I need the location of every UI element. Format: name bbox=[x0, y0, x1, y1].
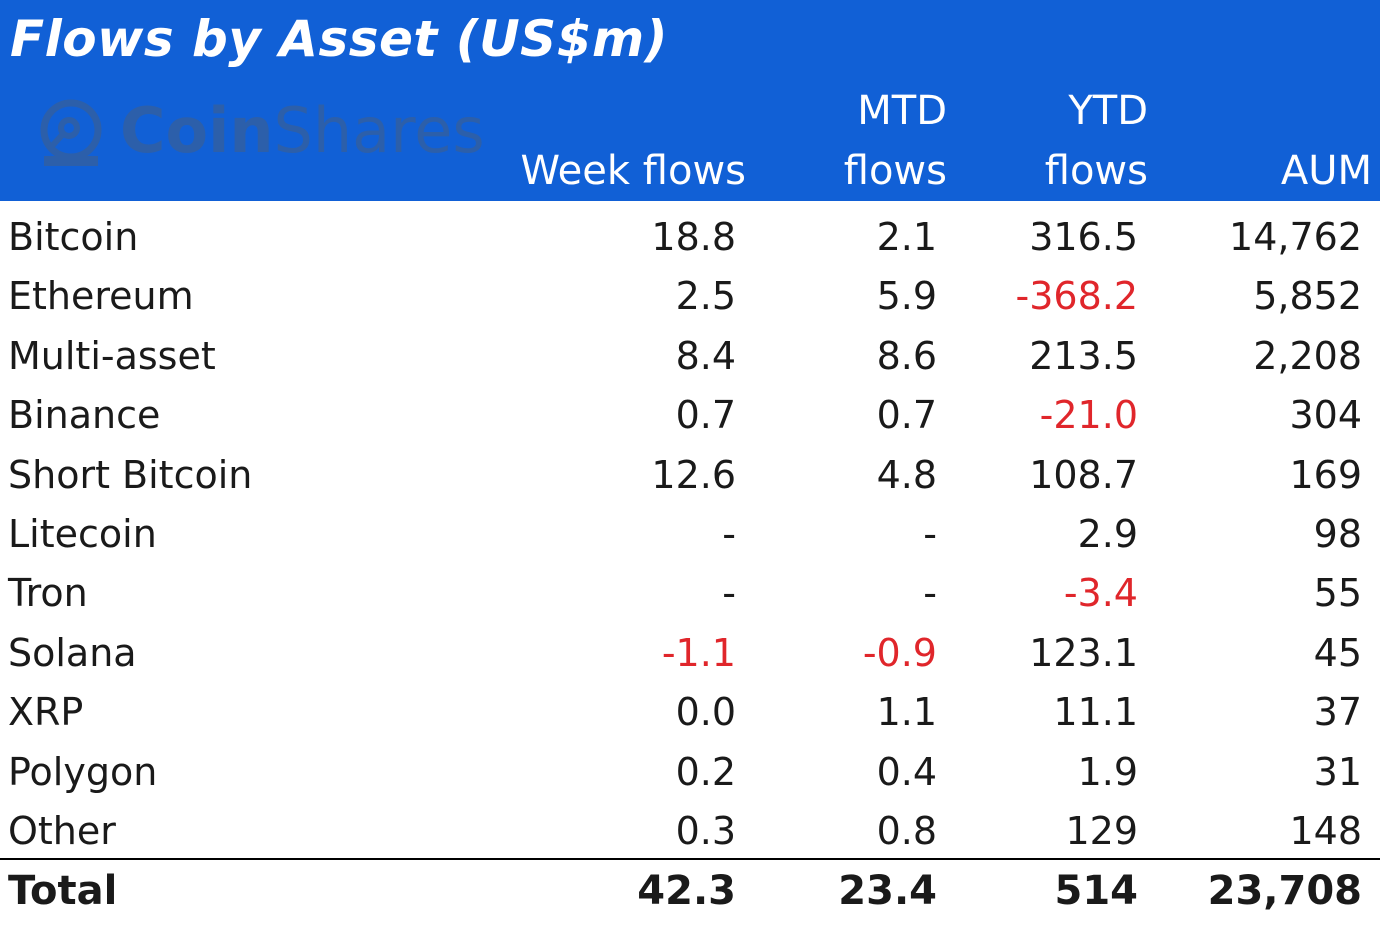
mtd-flows-cell: 0.7 bbox=[876, 393, 937, 438]
asset-name: Bitcoin bbox=[8, 215, 139, 259]
mtd-flows-cell: 4.8 bbox=[876, 452, 937, 497]
ytd-flows-cell: 1.9 bbox=[1077, 749, 1138, 794]
total-ytd-flows-cell: 514 bbox=[1054, 868, 1139, 914]
ytd-flows-cell: 11.1 bbox=[1053, 690, 1138, 735]
coinshares-logo-text: CoinShares bbox=[120, 94, 485, 167]
table-row: Other 0.3 0.8 129 148 bbox=[0, 802, 1380, 861]
week-flows-cell: -1.1 bbox=[661, 630, 736, 675]
week-flows-cell: - bbox=[722, 571, 736, 616]
column-header-mtd-line2: flows bbox=[843, 148, 947, 194]
column-header-week-flows: Week flows bbox=[520, 148, 746, 194]
asset-name: Multi-asset bbox=[8, 333, 216, 378]
mtd-flows-cell: 0.4 bbox=[876, 749, 937, 794]
aum-cell: 2,208 bbox=[1253, 333, 1362, 378]
ytd-flows-cell: -368.2 bbox=[1015, 274, 1139, 319]
column-header-ytd-line1: YTD bbox=[1068, 88, 1148, 134]
week-flows-cell: 18.8 bbox=[651, 215, 736, 259]
table-row: XRP 0.0 1.1 11.1 37 bbox=[0, 683, 1380, 742]
mtd-flows-cell: -0.9 bbox=[862, 630, 937, 675]
aum-cell: 14,762 bbox=[1229, 215, 1362, 259]
total-aum-cell: 23,708 bbox=[1207, 868, 1362, 914]
asset-name: Short Bitcoin bbox=[8, 452, 253, 497]
week-flows-cell: 2.5 bbox=[675, 274, 736, 319]
asset-name: XRP bbox=[8, 690, 84, 735]
ytd-flows-cell: -3.4 bbox=[1063, 571, 1138, 616]
aum-cell: 37 bbox=[1313, 690, 1362, 735]
table-row: Litecoin - - 2.9 98 bbox=[0, 505, 1380, 564]
table-row: Short Bitcoin 12.6 4.8 108.7 169 bbox=[0, 446, 1380, 505]
aum-cell: 45 bbox=[1313, 630, 1362, 675]
aum-cell: 169 bbox=[1289, 452, 1362, 497]
ytd-flows-cell: 2.9 bbox=[1077, 512, 1138, 556]
table-row: Bitcoin 18.8 2.1 316.5 14,762 bbox=[0, 208, 1380, 267]
coinshares-logo-icon bbox=[40, 99, 102, 166]
week-flows-cell: 8.4 bbox=[675, 333, 736, 378]
asset-name: Other bbox=[8, 809, 116, 853]
aum-cell: 148 bbox=[1289, 809, 1362, 853]
aum-cell: 55 bbox=[1313, 571, 1362, 616]
mtd-flows-cell: 5.9 bbox=[876, 274, 937, 319]
asset-name: Polygon bbox=[8, 749, 158, 794]
week-flows-cell: 0.2 bbox=[675, 749, 736, 794]
week-flows-cell: 12.6 bbox=[651, 452, 736, 497]
week-flows-cell: 0.3 bbox=[675, 809, 736, 853]
table-row: Multi-asset 8.4 8.6 213.5 2,208 bbox=[0, 327, 1380, 386]
table-row: Tron - - -3.4 55 bbox=[0, 564, 1380, 623]
aum-cell: 31 bbox=[1313, 749, 1362, 794]
ytd-flows-cell: 129 bbox=[1065, 809, 1138, 853]
table-row: Ethereum 2.5 5.9 -368.2 5,852 bbox=[0, 267, 1380, 326]
total-asset-name: Total bbox=[8, 868, 118, 914]
ytd-flows-cell: 316.5 bbox=[1029, 215, 1138, 259]
table-row: Binance 0.7 0.7 -21.0 304 bbox=[0, 386, 1380, 445]
ytd-flows-cell: 123.1 bbox=[1029, 630, 1138, 675]
asset-name: Tron bbox=[8, 571, 88, 616]
mtd-flows-cell: - bbox=[923, 512, 937, 556]
total-divider bbox=[0, 858, 1380, 860]
total-mtd-flows-cell: 23.4 bbox=[838, 868, 937, 914]
week-flows-cell: 0.7 bbox=[675, 393, 736, 438]
mtd-flows-cell: 1.1 bbox=[876, 690, 937, 735]
column-header-aum: AUM bbox=[1280, 148, 1372, 194]
aum-cell: 98 bbox=[1313, 512, 1362, 556]
table-title: Flows by Asset (US$m) bbox=[10, 10, 668, 68]
column-header-ytd-line2: flows bbox=[1044, 148, 1148, 194]
asset-name: Binance bbox=[8, 393, 161, 438]
mtd-flows-cell: 8.6 bbox=[876, 333, 937, 378]
total-row: Total 42.3 23.4 514 23,708 bbox=[0, 862, 1380, 921]
aum-cell: 304 bbox=[1289, 393, 1362, 438]
mtd-flows-cell: - bbox=[923, 571, 937, 616]
table-row: Solana -1.1 -0.9 123.1 45 bbox=[0, 624, 1380, 683]
column-header-mtd-line1: MTD bbox=[857, 88, 947, 134]
coinshares-logo: CoinShares bbox=[36, 94, 485, 172]
asset-name: Litecoin bbox=[8, 512, 157, 556]
week-flows-cell: - bbox=[722, 512, 736, 556]
total-week-flows-cell: 42.3 bbox=[637, 868, 736, 914]
ytd-flows-cell: 108.7 bbox=[1029, 452, 1138, 497]
mtd-flows-cell: 0.8 bbox=[876, 809, 937, 853]
asset-name: Solana bbox=[8, 630, 137, 675]
table-header: Flows by Asset (US$m) CoinShares Week fl… bbox=[0, 0, 1380, 201]
ytd-flows-cell: 213.5 bbox=[1029, 333, 1138, 378]
asset-name: Ethereum bbox=[8, 274, 194, 319]
aum-cell: 5,852 bbox=[1253, 274, 1362, 319]
table-row: Polygon 0.2 0.4 1.9 31 bbox=[0, 743, 1380, 802]
mtd-flows-cell: 2.1 bbox=[876, 215, 937, 259]
week-flows-cell: 0.0 bbox=[675, 690, 736, 735]
ytd-flows-cell: -21.0 bbox=[1039, 393, 1138, 438]
